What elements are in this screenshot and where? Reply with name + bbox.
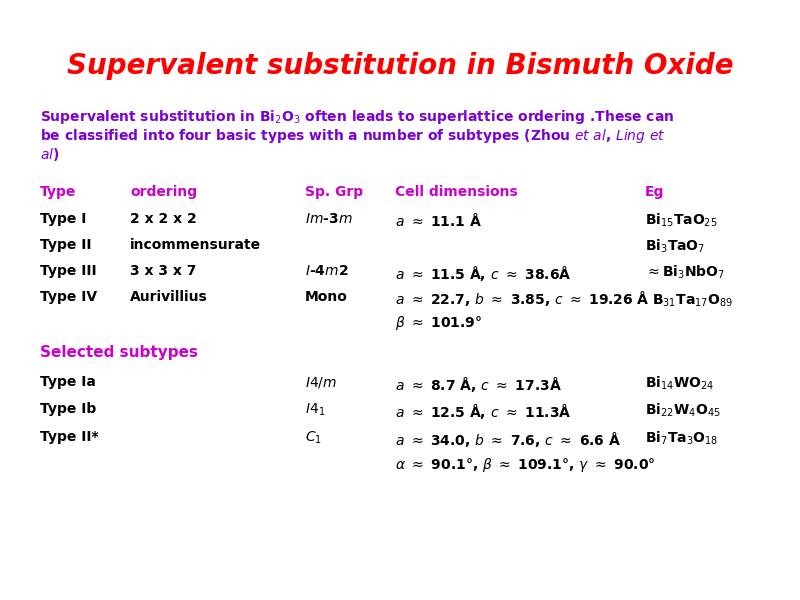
Text: Bi$_{14}$WO$_{24}$: Bi$_{14}$WO$_{24}$	[645, 375, 714, 392]
Text: Selected subtypes: Selected subtypes	[40, 345, 198, 360]
Text: Eg: Eg	[645, 185, 664, 199]
Text: $a$ $\approx$ 34.0, $b$ $\approx$ 7.6, $c$ $\approx$ 6.6 Å: $a$ $\approx$ 34.0, $b$ $\approx$ 7.6, $…	[395, 430, 621, 449]
Text: $\it{I4/m}$: $\it{I4/m}$	[305, 375, 337, 390]
Text: be classified into four basic types with a number of subtypes (Zhou $\it{et\ al}: be classified into four basic types with…	[40, 127, 666, 145]
Text: $a$ $\approx$ 12.5 Å, $c$ $\approx$ 11.3Å: $a$ $\approx$ 12.5 Å, $c$ $\approx$ 11.3…	[395, 402, 571, 421]
Text: Supervalent substitution in Bi$_2$O$_3$ often leads to superlattice ordering .Th: Supervalent substitution in Bi$_2$O$_3$ …	[40, 108, 674, 126]
Text: $\it{I4}_1$: $\it{I4}_1$	[305, 402, 326, 418]
Text: incommensurate: incommensurate	[130, 238, 261, 252]
Text: Bi$_3$TaO$_7$: Bi$_3$TaO$_7$	[645, 238, 705, 256]
Text: Type III: Type III	[40, 264, 97, 278]
Text: Type: Type	[40, 185, 76, 199]
Text: Bi$_{15}$TaO$_{25}$: Bi$_{15}$TaO$_{25}$	[645, 212, 718, 229]
Text: $a$ $\approx$ 11.1 Å: $a$ $\approx$ 11.1 Å	[395, 212, 482, 229]
Text: Mono: Mono	[305, 290, 348, 304]
Text: Type IV: Type IV	[40, 290, 97, 304]
Text: $\it{I}$-4$\it{m}$2: $\it{I}$-4$\it{m}$2	[305, 264, 349, 278]
Text: $a$ $\approx$ 11.5 Å, $c$ $\approx$ 38.6Å: $a$ $\approx$ 11.5 Å, $c$ $\approx$ 38.6…	[395, 264, 571, 283]
Text: $\approx$Bi$_3$NbO$_7$: $\approx$Bi$_3$NbO$_7$	[645, 264, 725, 281]
Text: $a$ $\approx$ 22.7, $b$ $\approx$ 3.85, $c$ $\approx$ 19.26 Å B$_{31}$Ta$_{17}$O: $a$ $\approx$ 22.7, $b$ $\approx$ 3.85, …	[395, 290, 733, 310]
Text: Type II*: Type II*	[40, 430, 98, 444]
Text: $\it{C}_1$: $\it{C}_1$	[305, 430, 322, 446]
Text: Type I: Type I	[40, 212, 86, 226]
Text: Type Ib: Type Ib	[40, 402, 96, 416]
Text: $a$ $\approx$ 8.7 Å, $c$ $\approx$ 17.3Å: $a$ $\approx$ 8.7 Å, $c$ $\approx$ 17.3Å	[395, 375, 562, 394]
Text: Aurivillius: Aurivillius	[130, 290, 208, 304]
Text: $\it{Im}$-3$\it{m}$: $\it{Im}$-3$\it{m}$	[305, 212, 353, 226]
Text: ordering: ordering	[130, 185, 197, 199]
Text: $\alpha$ $\approx$ 90.1°, $\beta$ $\approx$ 109.1°, $\gamma$ $\approx$ 90.0°: $\alpha$ $\approx$ 90.1°, $\beta$ $\appr…	[395, 456, 655, 474]
Text: Type Ia: Type Ia	[40, 375, 96, 389]
Text: Bi$_{22}$W$_4$O$_{45}$: Bi$_{22}$W$_4$O$_{45}$	[645, 402, 721, 419]
Text: Bi$_7$Ta$_3$O$_{18}$: Bi$_7$Ta$_3$O$_{18}$	[645, 430, 718, 448]
Text: Sp. Grp: Sp. Grp	[305, 185, 363, 199]
Text: $\it{al}$): $\it{al}$)	[40, 146, 59, 163]
Text: Supervalent substitution in Bismuth Oxide: Supervalent substitution in Bismuth Oxid…	[66, 52, 734, 80]
Text: Cell dimensions: Cell dimensions	[395, 185, 518, 199]
Text: 2 x 2 x 2: 2 x 2 x 2	[130, 212, 197, 226]
Text: Type II: Type II	[40, 238, 91, 252]
Text: 3 x 3 x 7: 3 x 3 x 7	[130, 264, 196, 278]
Text: $\beta$ $\approx$ 101.9°: $\beta$ $\approx$ 101.9°	[395, 314, 482, 332]
